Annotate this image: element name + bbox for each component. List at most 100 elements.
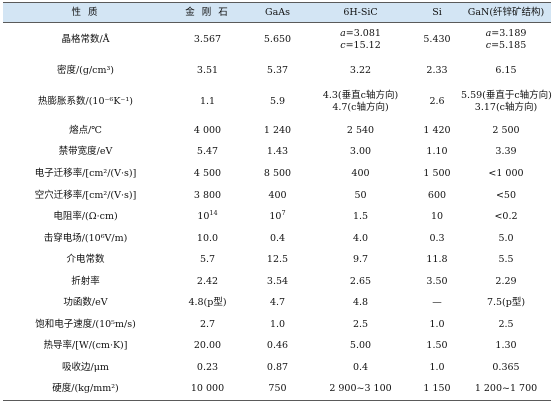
gaas-cell: 750: [247, 378, 308, 401]
gaas-cell: 1.0: [269, 318, 286, 330]
gan-cell: 2 500: [492, 124, 520, 136]
si-cell: 2.6: [429, 96, 445, 108]
si-cell: 3.50: [426, 275, 448, 287]
gaas-cell: 5.9: [269, 96, 286, 108]
header-6h-sic: 6H-SiC: [308, 2, 413, 23]
gan-cell: 2.5: [498, 318, 514, 330]
table-row: 晶格常数/Å 3.567 5.650 a=3.081 c=15.12 5.430…: [3, 23, 551, 58]
diamond-cell: 3.567: [193, 34, 222, 46]
sic-expansion-line2: 4.7(c轴方向): [332, 102, 389, 114]
gaas-cell: 5.650: [263, 34, 292, 46]
property-cell: 热导率/[W/(cm·K)]: [43, 340, 128, 352]
sic-cell: 4.8: [352, 297, 369, 309]
gan-cell: <0.2: [494, 211, 518, 223]
gan-cell: 3.39: [495, 146, 517, 158]
diamond-cell: 3 800: [193, 189, 222, 201]
sic-cell: 50: [354, 189, 367, 201]
si-cell: 1.50: [426, 340, 448, 352]
gaas-cell: 4.7: [269, 297, 286, 309]
gaas-cell: 12.5: [266, 254, 289, 266]
gan-expansion-line1: 5.59(垂直于c轴方向): [461, 90, 552, 102]
property-cell: 饱和电子速度/(10⁵m/s): [35, 318, 136, 330]
sic-cell: 3.00: [349, 146, 372, 158]
gan-cell: a=3.189 c=5.185: [461, 23, 551, 58]
diamond-cell: 10 000: [168, 378, 247, 401]
table-row: 密度/(g/cm³) 3.51 5.37 3.22 2.33 6.15: [3, 57, 551, 84]
property-cell: 折射率: [71, 275, 100, 287]
gan-cell: 1 200~1 700: [461, 378, 551, 401]
sic-cell: 2 540: [346, 124, 375, 136]
table-row: 吸收边/μm 0.23 0.87 0.4 1.0 0.365: [3, 357, 551, 379]
property-cell: 晶格常数/Å: [61, 34, 110, 46]
gan-cell: <1 000: [488, 167, 524, 179]
property-cell: 功函数/eV: [63, 297, 108, 309]
table-row: 空穴迁移率/[cm²/(V·s)] 3 800 400 50 600 <50: [3, 185, 551, 207]
gan-lattice-c: c=5.185: [485, 40, 527, 52]
table-row: 熔点/℃ 4 000 1 240 2 540 1 420 2 500: [3, 120, 551, 142]
property-cell: 电子迁移率/[cm²/(V·s)]: [34, 167, 137, 179]
si-cell: 1.10: [426, 146, 448, 158]
diamond-cell: 2.42: [196, 275, 219, 287]
table-row: 功函数/eV 4.8(p型) 4.7 4.8 — 7.5(p型): [3, 293, 551, 315]
sic-cell: 3.22: [349, 64, 372, 76]
gaas-cell: 5.37: [266, 64, 289, 76]
diamond-cell: 4 500: [193, 167, 222, 179]
si-cell: 0.3: [429, 232, 445, 244]
table-row: 硬度/(kg/mm²) 10 000 750 2 900~3 100 1 150…: [3, 378, 551, 401]
diamond-cell: 20.00: [193, 340, 222, 352]
header-property: 性 质: [3, 2, 168, 23]
property-cell: 吸收边/μm: [62, 362, 109, 374]
gaas-cell: 1 240: [263, 124, 292, 136]
sic-cell: 2.5: [352, 318, 369, 330]
header-diamond: 金 刚 石: [168, 2, 247, 23]
si-cell: 1.0: [429, 362, 445, 374]
header-gaas: GaAs: [247, 2, 308, 23]
sic-lattice-c: c=15.12: [340, 40, 381, 52]
si-cell: 10: [430, 211, 444, 223]
gan-cell: 7.5(p型): [486, 297, 526, 309]
si-cell: 600: [427, 189, 447, 201]
gan-cell: 0.365: [492, 362, 520, 374]
property-cell: 热膨胀系数/(10⁻⁶K⁻¹): [38, 96, 133, 108]
table-row: 饱和电子速度/(10⁵m/s) 2.7 1.0 2.5 1.0 2.5: [3, 314, 551, 336]
sic-cell: 4.0: [352, 232, 369, 244]
gaas-cell: 400: [268, 189, 287, 201]
property-cell: 禁带宽度/eV: [58, 146, 113, 158]
si-cell: —: [432, 297, 442, 309]
gaas-cell: 3.54: [266, 275, 289, 287]
sic-cell: 400: [351, 167, 370, 179]
gan-cell: 6.15: [495, 64, 517, 76]
diamond-cell: 4.8(p型): [188, 297, 227, 309]
gan-cell: 5.59(垂直于c轴方向) 3.17(c轴方向): [461, 84, 552, 120]
table-row: 介电常数 5.7 12.5 9.7 11.8 5.5: [3, 249, 551, 271]
properties-table: 性 质 金 刚 石 GaAs 6H-SiC Si GaN(纤锌矿结构) 晶格常数…: [3, 2, 552, 401]
gaas-cell: 107: [269, 208, 286, 223]
gan-lattice-a: a=3.189: [485, 28, 527, 40]
table-row: 热膨胀系数/(10⁻⁶K⁻¹) 1.1 5.9 4.3(垂直c轴方向) 4.7(…: [3, 84, 552, 120]
property-cell: 密度/(g/cm³): [56, 64, 115, 76]
gan-cell: 5.0: [498, 232, 514, 244]
sic-cell: 1.5: [352, 211, 369, 223]
sic-cell: 5.00: [349, 340, 372, 352]
si-cell: 1.0: [429, 318, 445, 330]
sic-lattice-a: a=3.081: [340, 28, 381, 40]
property-cell: 介电常数: [66, 254, 105, 266]
diamond-cell: 3.51: [196, 64, 219, 76]
diamond-cell: 4 000: [193, 124, 222, 136]
si-cell: 1 150: [413, 378, 461, 401]
table-row: 电子迁移率/[cm²/(V·s)] 4 500 8 500 400 1 500 …: [3, 163, 551, 185]
sic-cell: 4.3(垂直c轴方向) 4.7(c轴方向): [308, 84, 413, 120]
diamond-cell: 10.0: [196, 232, 219, 244]
gan-cell: 1.30: [495, 340, 517, 352]
property-cell: 熔点/℃: [69, 124, 102, 136]
table-row: 击穿电场/(10⁶V/m) 10.0 0.4 4.0 0.3 5.0: [3, 228, 551, 250]
table-row: 电阻率/(Ω·cm) 1014 107 1.5 10 <0.2: [3, 206, 551, 228]
si-cell: 1 420: [423, 124, 451, 136]
header-gan: GaN(纤锌矿结构): [461, 2, 551, 23]
gan-cell: <50: [495, 189, 517, 201]
gaas-cell: 8 500: [263, 167, 292, 179]
si-cell: 11.8: [426, 254, 448, 266]
gan-cell: 2.29: [495, 275, 517, 287]
diamond-cell: 2.7: [199, 318, 216, 330]
sic-cell: 0.4: [352, 362, 369, 374]
